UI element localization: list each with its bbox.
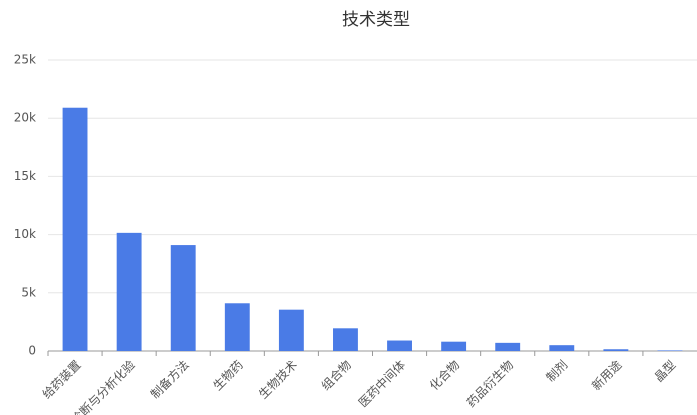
- bar: [387, 340, 412, 351]
- bar: [333, 328, 358, 351]
- bar: [603, 349, 629, 351]
- bar: [116, 232, 142, 351]
- x-tick-label: 药品衍生物: [464, 358, 516, 410]
- bar: [495, 342, 521, 351]
- bar: [441, 341, 467, 351]
- x-tick-label: 新用途: [588, 357, 624, 393]
- y-tick-label: 15k: [14, 169, 36, 183]
- x-tick-label: 组合物: [318, 357, 354, 393]
- x-tick-label: 生物药: [211, 358, 246, 393]
- bar: [549, 345, 575, 351]
- x-tick-label: 制备方法: [147, 357, 192, 402]
- y-tick-label: 0: [28, 344, 36, 358]
- x-tick-label: 晶型: [652, 358, 679, 385]
- x-tick-label: 医药中间体: [355, 357, 408, 410]
- bar: [657, 350, 683, 351]
- bar: [224, 303, 250, 351]
- y-tick-label: 25k: [14, 53, 36, 67]
- x-tick-label: 制剂: [543, 357, 571, 385]
- bar: [170, 245, 196, 351]
- x-tick-label: 化合物: [426, 357, 462, 393]
- chart-title: 技术类型: [342, 10, 410, 30]
- bar: [278, 309, 304, 351]
- y-tick-label: 20k: [14, 111, 36, 125]
- y-tick-label: 10k: [14, 227, 36, 241]
- x-tick-label: 生物技术: [256, 358, 300, 402]
- bar: [62, 107, 88, 351]
- y-tick-label: 5k: [21, 285, 36, 299]
- x-tick-label: 给药装置: [40, 358, 84, 402]
